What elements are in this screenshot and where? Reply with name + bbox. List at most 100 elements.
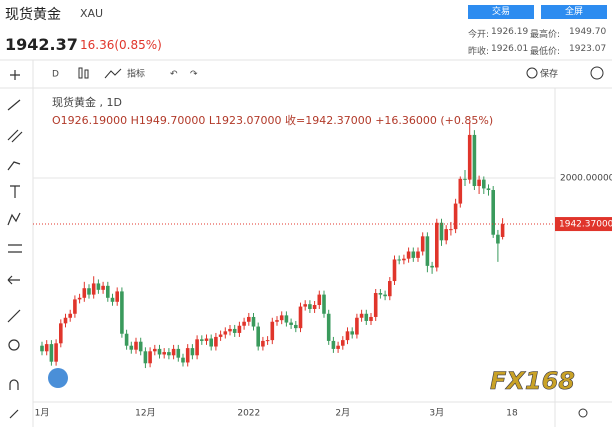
redo[interactable]: ↷ — [190, 70, 198, 80]
candle-body — [458, 178, 463, 204]
candle-body — [167, 352, 171, 356]
candle-body — [209, 338, 213, 347]
candle-body — [350, 331, 354, 335]
candle-body — [176, 348, 181, 358]
candle-body — [284, 315, 289, 323]
candle-body — [237, 325, 242, 333]
candle-body — [425, 236, 430, 266]
candle-body — [190, 348, 195, 356]
candle-body — [101, 285, 105, 290]
candle-body — [68, 313, 72, 318]
candle-body — [312, 304, 317, 309]
price: 1942.37 — [5, 35, 78, 54]
candle-body — [402, 258, 406, 261]
candle-body — [54, 343, 58, 362]
candle-body — [49, 344, 54, 362]
candle-body — [326, 313, 331, 341]
candle-body — [345, 331, 350, 341]
candle-body — [420, 236, 425, 252]
candle-body — [181, 357, 185, 363]
candle-body — [148, 351, 152, 364]
candle-body — [124, 333, 129, 346]
symbol: XAU — [80, 7, 104, 20]
candle-body — [110, 297, 115, 302]
stat-value: 1949.70 — [569, 27, 607, 37]
candle-body — [256, 326, 260, 347]
candle-body — [228, 328, 232, 332]
candle-body — [44, 344, 49, 352]
candle-body — [143, 351, 148, 364]
candle-body — [275, 320, 279, 322]
candle-body — [317, 294, 322, 305]
candle-body — [477, 179, 481, 187]
stat-value: 1926.01 — [491, 44, 529, 54]
candle-icon[interactable] — [78, 67, 83, 79]
candle-body — [171, 348, 176, 356]
candle-body — [378, 293, 383, 295]
candle-body — [369, 316, 373, 321]
candle-body — [157, 348, 162, 355]
stat-label: 昨收: — [468, 47, 490, 57]
candle-body — [153, 348, 157, 352]
last-price-tag — [555, 217, 612, 232]
candle-body — [364, 313, 369, 321]
candle-body — [242, 321, 246, 326]
candle-body — [355, 317, 359, 335]
candle-body — [341, 340, 345, 346]
indicator-icon[interactable] — [104, 68, 122, 79]
watermark: FX168 — [490, 367, 575, 395]
candle-body — [138, 341, 143, 352]
candle-body — [416, 251, 420, 258]
x-tick-label: 2022 — [237, 409, 260, 419]
candle-body — [411, 251, 416, 258]
candle-body — [247, 316, 251, 322]
candle-body — [214, 336, 218, 347]
candle-body — [73, 299, 77, 314]
candle-body — [373, 293, 378, 317]
candle-body — [467, 134, 472, 180]
candle-body — [430, 265, 434, 268]
legend-name: 现货黄金 , 1D — [52, 95, 122, 109]
indicators[interactable]: 指标 — [127, 68, 145, 80]
candle-body — [392, 259, 397, 282]
candle-body — [388, 281, 392, 297]
candle-body — [491, 190, 495, 235]
drawing-tools[interactable] — [7, 70, 23, 419]
candle-body — [500, 224, 505, 237]
candle-icon[interactable] — [84, 69, 89, 79]
save[interactable]: 保存 — [540, 68, 558, 80]
candle-body — [397, 259, 401, 261]
undo[interactable]: ↶ — [170, 70, 178, 80]
legend-ohlc: O1926.19000 H1949.70000 L1923.07000 收=19… — [52, 113, 493, 127]
settings-icon[interactable] — [590, 66, 604, 80]
candle-body — [204, 338, 209, 341]
stat-label: 最高价: — [530, 30, 561, 40]
candle-body — [106, 285, 110, 298]
fullscreen-button[interactable]: 全屏 — [541, 5, 607, 19]
candle-body — [449, 229, 453, 231]
candle-body — [496, 234, 500, 244]
candle-body — [63, 317, 68, 324]
x-tick-label: 3月 — [429, 408, 444, 419]
trade-button[interactable]: 交易 — [468, 5, 534, 19]
candle-body — [294, 324, 298, 329]
settings-icon[interactable] — [578, 408, 588, 418]
candle-body — [359, 313, 364, 318]
candle-body — [162, 352, 166, 355]
candle-body — [265, 340, 270, 342]
candle-body — [129, 345, 134, 350]
candle-body — [435, 222, 439, 268]
logo — [48, 368, 68, 388]
candle-body — [482, 179, 486, 189]
candle-body — [120, 291, 124, 334]
stat-label: 最低价: — [530, 47, 561, 57]
candle-body — [289, 322, 293, 325]
x-tick-label: 18 — [506, 409, 518, 419]
candle-body — [336, 345, 340, 349]
interval[interactable]: D — [52, 70, 59, 80]
candle-body — [463, 178, 467, 180]
save-icon[interactable] — [526, 67, 538, 79]
candle-body — [279, 315, 284, 321]
